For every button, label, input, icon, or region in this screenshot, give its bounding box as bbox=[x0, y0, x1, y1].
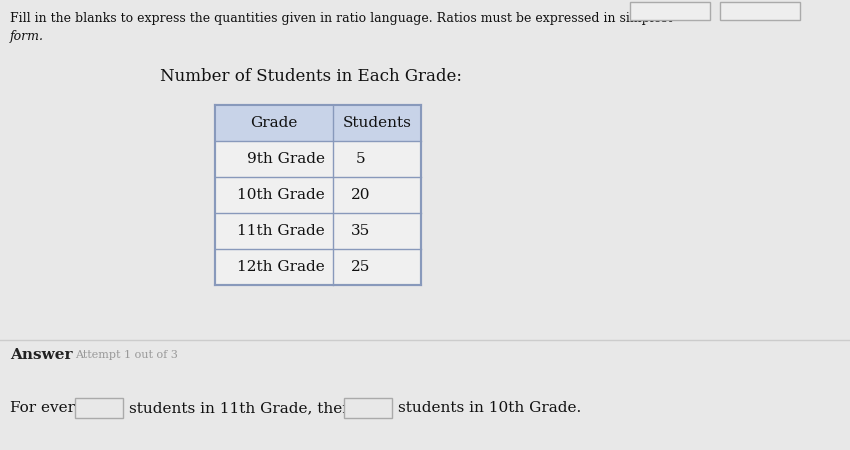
Text: 10th Grade: 10th Grade bbox=[237, 188, 325, 202]
Text: Attempt 1 out of 3: Attempt 1 out of 3 bbox=[75, 350, 178, 360]
Text: Grade: Grade bbox=[250, 116, 298, 130]
Bar bbox=[344, 398, 392, 418]
Bar bbox=[720, 2, 800, 20]
Text: Fill in the blanks to express the quantities given in ratio language. Ratios mus: Fill in the blanks to express the quanti… bbox=[10, 12, 672, 25]
Text: Answer: Answer bbox=[10, 348, 72, 362]
Bar bbox=[215, 105, 421, 285]
Text: 5: 5 bbox=[356, 152, 366, 166]
Bar bbox=[630, 2, 710, 20]
Text: Students: Students bbox=[343, 116, 411, 130]
Text: 35: 35 bbox=[351, 224, 371, 238]
Text: 25: 25 bbox=[351, 260, 371, 274]
Text: form.: form. bbox=[10, 30, 44, 43]
Text: 12th Grade: 12th Grade bbox=[237, 260, 325, 274]
Bar bbox=[215, 105, 421, 141]
Text: 20: 20 bbox=[351, 188, 371, 202]
Text: For every: For every bbox=[10, 401, 83, 415]
Text: 9th Grade: 9th Grade bbox=[247, 152, 325, 166]
Bar bbox=[75, 398, 123, 418]
Text: students in 11th Grade, there are: students in 11th Grade, there are bbox=[129, 401, 388, 415]
Text: students in 10th Grade.: students in 10th Grade. bbox=[398, 401, 581, 415]
Text: Number of Students in Each Grade:: Number of Students in Each Grade: bbox=[160, 68, 462, 85]
Text: 11th Grade: 11th Grade bbox=[237, 224, 325, 238]
